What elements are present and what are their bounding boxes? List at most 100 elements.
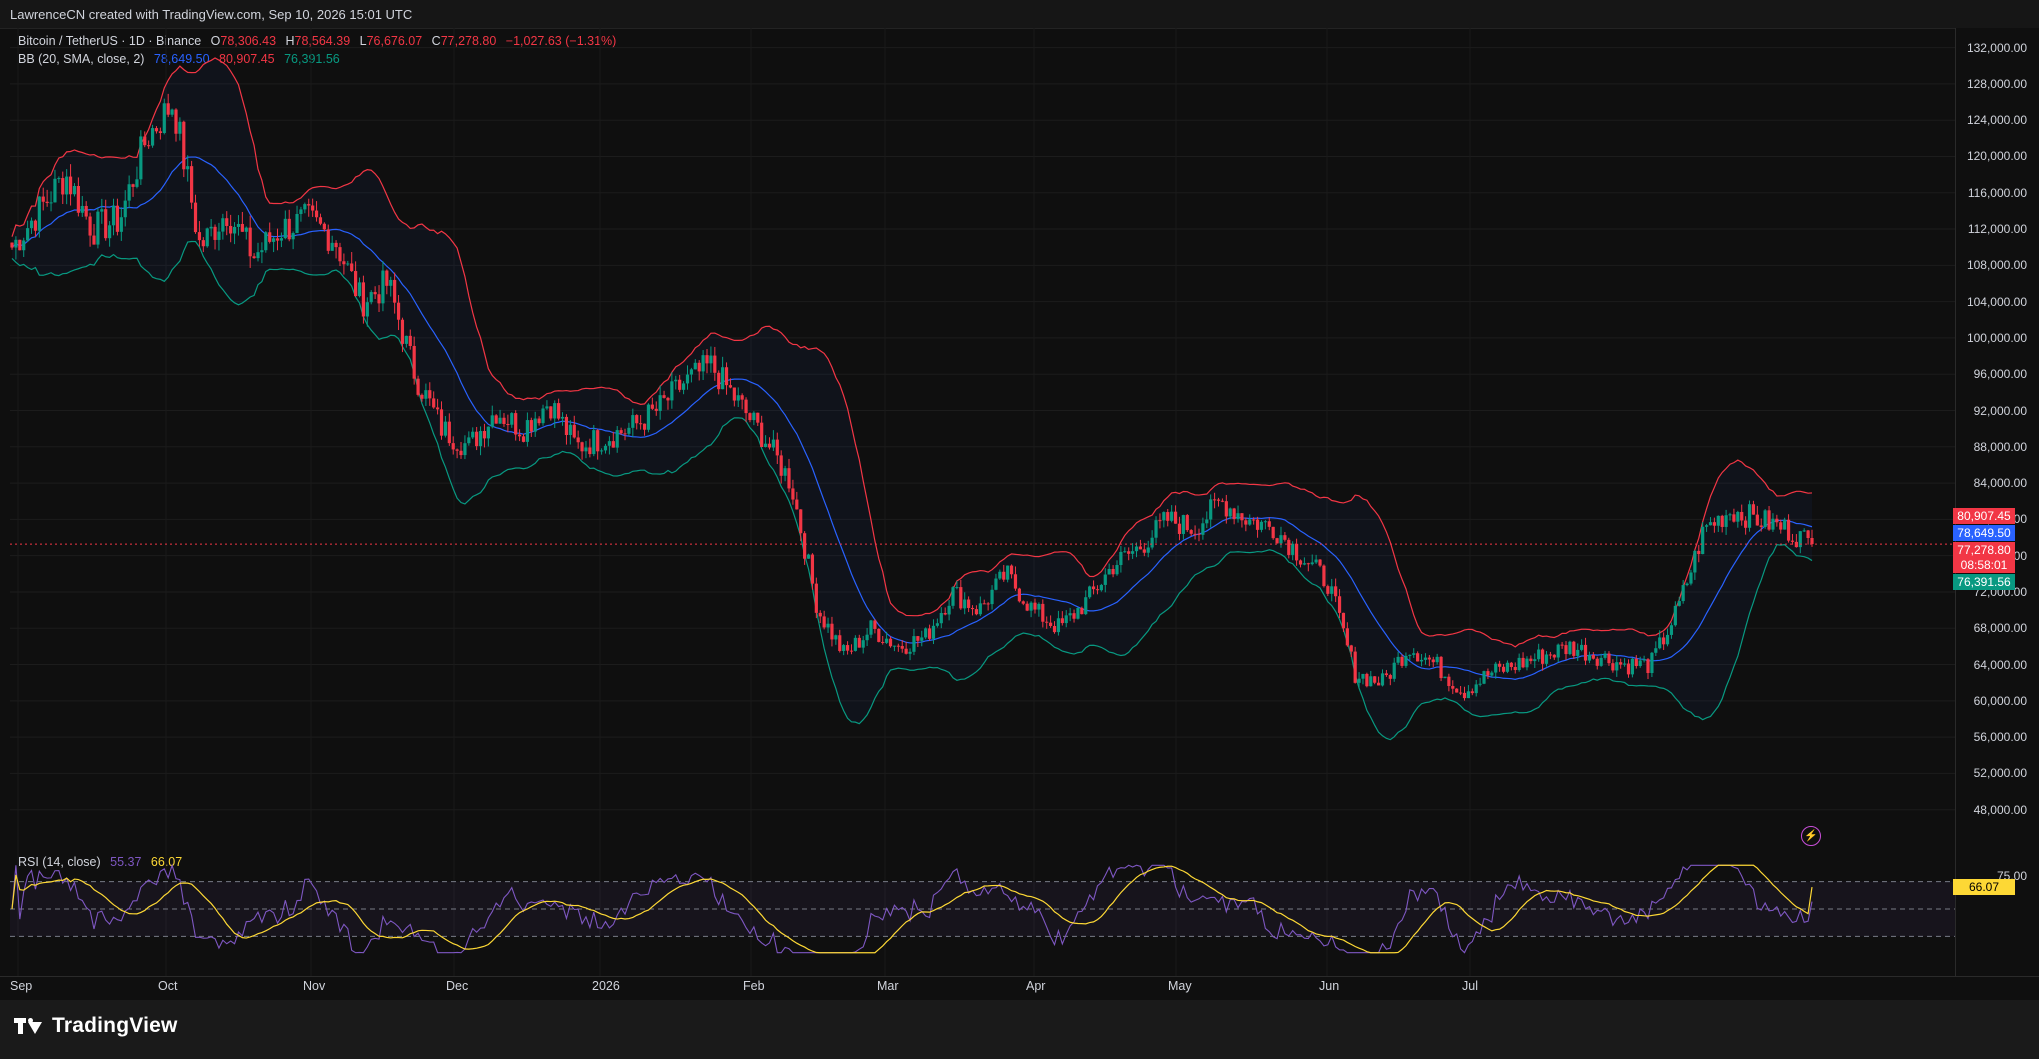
candle-body [885, 638, 889, 643]
candle-body [939, 613, 943, 624]
bb-label[interactable]: BB (20, SMA, close, 2) [18, 52, 145, 66]
candle-body [853, 637, 857, 651]
candle-body [502, 417, 506, 425]
price-axis[interactable] [1955, 28, 2039, 976]
candle-body [1361, 673, 1365, 679]
candle-body [783, 468, 787, 476]
price-chart[interactable] [0, 0, 1955, 976]
candle-body [478, 430, 483, 447]
candle-body [1002, 571, 1006, 580]
candle-body [53, 178, 57, 203]
candle-body [475, 431, 479, 447]
rsi-legend[interactable]: RSI (14, close) 55.37 66.07 [18, 855, 188, 869]
candle-body [205, 228, 209, 247]
brand-name: TradingView [52, 1014, 178, 1037]
candle-body [139, 136, 143, 180]
candle-body [108, 225, 112, 239]
bb-lower-line [11, 240, 1813, 741]
candle-body [869, 620, 873, 635]
candle-body [1060, 618, 1064, 624]
candle-body [1732, 514, 1736, 522]
candle-body [760, 422, 764, 447]
candle-body [924, 628, 928, 638]
rsi-label[interactable]: RSI (14, close) [18, 855, 101, 869]
candle-body [810, 554, 815, 584]
candle-body [1611, 663, 1615, 671]
candle-body [1751, 504, 1756, 515]
candle-body [775, 439, 779, 456]
candle-body [658, 395, 662, 411]
candle-body [1490, 672, 1494, 676]
candle-body [186, 166, 190, 170]
candle-body [201, 240, 205, 247]
candle-body [459, 450, 463, 456]
candle-body [350, 263, 354, 272]
candle-body [1458, 692, 1463, 694]
candle-body [1302, 563, 1307, 565]
candle-body [1084, 597, 1088, 615]
candle-body [1185, 515, 1189, 531]
candle-body [236, 223, 241, 227]
candle-body [451, 443, 455, 450]
candle-body [150, 128, 155, 146]
candle-body [533, 418, 537, 432]
rsi-value: 55.37 [110, 855, 142, 869]
candle-body [588, 447, 592, 455]
candle-body [1685, 583, 1689, 586]
candle-body [443, 421, 448, 436]
candle-body [1252, 519, 1256, 521]
tradingview-brand[interactable]: TradingView [14, 1014, 178, 1038]
symbol-label[interactable]: Bitcoin / TetherUS · 1D · Binance [18, 34, 202, 48]
time-tick-label: Oct [158, 979, 178, 993]
candle-body [190, 166, 194, 203]
candle-body [342, 261, 346, 265]
candle-body [1474, 684, 1478, 694]
candle-body [1583, 644, 1588, 661]
candle-body [1255, 519, 1260, 530]
candle-body [178, 121, 182, 134]
lightning-icon[interactable]: ⚡ [1801, 826, 1821, 846]
candle-body [510, 413, 514, 425]
candle-body [1216, 499, 1221, 501]
candle-body [1009, 565, 1014, 575]
candle-body [1501, 666, 1506, 672]
candle-body [1540, 649, 1545, 664]
candle-body [1564, 645, 1568, 655]
bb-basis-tag: 78,649.50 [1953, 525, 2015, 541]
candle-body [1365, 673, 1369, 687]
candle-body [147, 145, 151, 147]
candle-body [1447, 676, 1451, 687]
price-tick-label: 116,000.00 [1967, 185, 2027, 200]
candle-body [1326, 586, 1330, 594]
price-tick-label: 60,000.00 [1973, 693, 2027, 708]
candle-body [209, 226, 213, 229]
candle-body [37, 196, 41, 231]
time-axis[interactable] [0, 976, 2039, 1001]
candle-body [1142, 549, 1146, 553]
candle-body [88, 216, 92, 236]
ohlc-legend[interactable]: Bitcoin / TetherUS · 1D · Binance O78,30… [18, 34, 622, 48]
price-tick-label: 52,000.00 [1973, 766, 2027, 781]
rsi-ma-value: 66.07 [150, 855, 183, 869]
candle-body [1662, 637, 1666, 645]
high-value: 78,564.39 [294, 34, 351, 48]
candle-body [1466, 691, 1470, 699]
candle-body [826, 623, 830, 628]
candle-body [494, 415, 498, 424]
candle-body [256, 252, 260, 259]
candle-body [365, 302, 369, 317]
candle-body [1049, 622, 1053, 626]
bb-legend[interactable]: BB (20, SMA, close, 2) 78,649.50 80,907.… [18, 52, 346, 66]
candle-body [1634, 658, 1638, 666]
candle-body [916, 636, 920, 641]
candle-body [158, 131, 162, 134]
candle-body [1697, 550, 1701, 555]
candle-body [1704, 525, 1709, 527]
candle-body [736, 395, 740, 401]
candle-body [72, 186, 77, 195]
candle-body [1642, 659, 1646, 661]
price-tick-label: 124,000.00 [1966, 113, 2027, 128]
candle-body [119, 217, 123, 232]
price-tick-label: 104,000.00 [1966, 294, 2027, 309]
candle-body [678, 379, 682, 390]
